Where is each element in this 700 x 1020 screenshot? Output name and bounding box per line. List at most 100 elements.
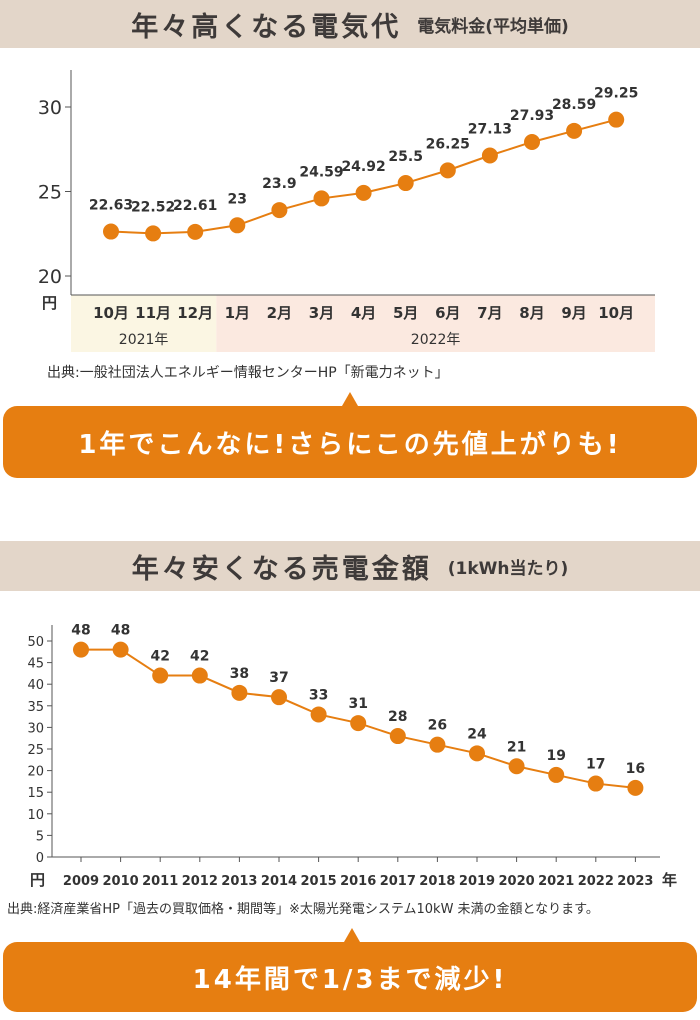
data-point (566, 122, 583, 139)
data-label: 38 (230, 666, 249, 682)
y-tick-label: 40 (27, 678, 44, 693)
data-point (429, 736, 446, 753)
x-tick-label: 2017 (380, 874, 416, 889)
data-label: 33 (309, 687, 328, 703)
section2-source: 出典:経済産業省HP「過去の買取価格・期間等」※太陽光発電システム10kW 未満… (7, 902, 599, 917)
data-point (355, 184, 372, 201)
data-label: 19 (546, 748, 565, 764)
y-tick-label: 30 (27, 721, 44, 736)
data-point (191, 667, 208, 684)
x-tick-label: 6月 (435, 304, 460, 322)
x-tick-label: 7月 (477, 304, 502, 322)
data-label: 23 (228, 191, 247, 207)
x-tick-label: 2011 (142, 874, 178, 889)
y-tick-label: 25 (27, 743, 44, 758)
data-point (469, 745, 485, 762)
data-label: 22.52 (131, 199, 175, 215)
x-tick-label: 2022 (578, 874, 614, 889)
data-point (145, 225, 162, 242)
section2-title: 年々安くなる売電金額 (131, 553, 432, 585)
section1-title: 年々高くなる電気代 (131, 11, 402, 43)
y-tick-label: 35 (27, 700, 44, 715)
x-tick-label: 2019 (459, 874, 495, 889)
x-tick-label: 2020 (499, 874, 535, 889)
data-point (548, 766, 565, 783)
data-point (313, 190, 330, 207)
x-tick-label: 12月 (177, 304, 213, 322)
year-band (216, 295, 655, 352)
data-point (627, 779, 644, 796)
x-tick-label: 8月 (519, 304, 544, 322)
x-tick-label: 4月 (351, 304, 376, 322)
data-point (608, 111, 625, 128)
section1-subtitle: 電気料金(平均単価) (417, 16, 569, 37)
section2-banner: 14年間で1/3まで減少! (3, 942, 697, 1012)
x-tick-label: 10月 (93, 304, 129, 322)
section1-banner: 1年でこんなに!さらにこの先値上がりも! (3, 406, 697, 478)
data-point (271, 202, 288, 219)
section1-banner-pointer (342, 392, 358, 406)
data-label: 28.59 (552, 97, 596, 113)
y-tick-label: 20 (27, 765, 44, 780)
data-label: 27.93 (510, 108, 554, 124)
x-tick-label: 11月 (135, 304, 171, 322)
y-tick-label: 10 (27, 808, 44, 823)
data-point (524, 133, 540, 150)
data-point (310, 706, 327, 723)
data-label: 24.92 (341, 159, 385, 175)
data-point (152, 667, 169, 684)
x-tick-label: 2012 (182, 874, 218, 889)
price-series-line (110, 118, 617, 235)
data-point (103, 223, 119, 240)
data-label: 42 (190, 649, 209, 665)
year-label: 2021年 (119, 332, 169, 348)
y-tick-label: 5 (36, 829, 44, 844)
x-tick-label: 2016 (340, 874, 376, 889)
y-tick-label: 50 (27, 635, 44, 650)
data-label: 27.13 (468, 122, 512, 138)
data-point (229, 217, 246, 234)
x-tick-label: 2015 (301, 874, 337, 889)
y-tick-label: 25 (38, 182, 62, 204)
data-point (439, 162, 456, 179)
section1-source: 出典:一般社団法人エネルギー情報センターHP「新電力ネット」 (47, 365, 449, 381)
year-band (71, 295, 217, 352)
data-label: 21 (507, 739, 526, 755)
data-label: 31 (348, 696, 367, 712)
data-point (112, 641, 129, 658)
data-label: 48 (71, 623, 90, 639)
data-label: 24 (467, 726, 487, 742)
data-point (587, 775, 604, 792)
x-tick-label: 2010 (103, 874, 139, 889)
section1-header: 年々高くなる電気代 電気料金(平均単価) (0, 0, 700, 48)
data-point (231, 684, 248, 701)
x-tick-label: 3月 (309, 304, 334, 322)
year-label: 2022年 (411, 332, 461, 348)
data-point (508, 758, 525, 775)
data-label: 23.9 (262, 176, 297, 192)
data-point (187, 223, 204, 240)
data-label: 25.5 (388, 149, 423, 165)
data-point (350, 715, 367, 732)
section2-banner-pointer (344, 928, 360, 942)
y-tick-label: 15 (27, 786, 44, 801)
y-tick-label: 0 (36, 851, 44, 866)
x-tick-label: 9月 (561, 304, 586, 322)
x-tick-label: 2009 (63, 874, 99, 889)
section2-subtitle: (1kWh当たり) (447, 558, 569, 579)
data-point (397, 175, 414, 192)
x-tick-label: 5月 (393, 304, 418, 322)
x-tick-label: 1月 (225, 304, 250, 322)
data-label: 22.61 (173, 198, 217, 214)
x-tick-label: 2013 (221, 874, 257, 889)
data-label: 26.25 (426, 136, 470, 152)
data-label: 26 (428, 718, 447, 734)
data-point (73, 641, 89, 658)
x-tick-label: 2023 (617, 874, 653, 889)
x-tick-label: 2014 (261, 874, 297, 889)
y-tick-label: 45 (27, 657, 44, 672)
y-tick-label: 30 (38, 97, 62, 119)
data-label: 22.63 (89, 198, 133, 214)
y-unit-label: 円 (30, 871, 45, 889)
data-point (389, 728, 406, 745)
